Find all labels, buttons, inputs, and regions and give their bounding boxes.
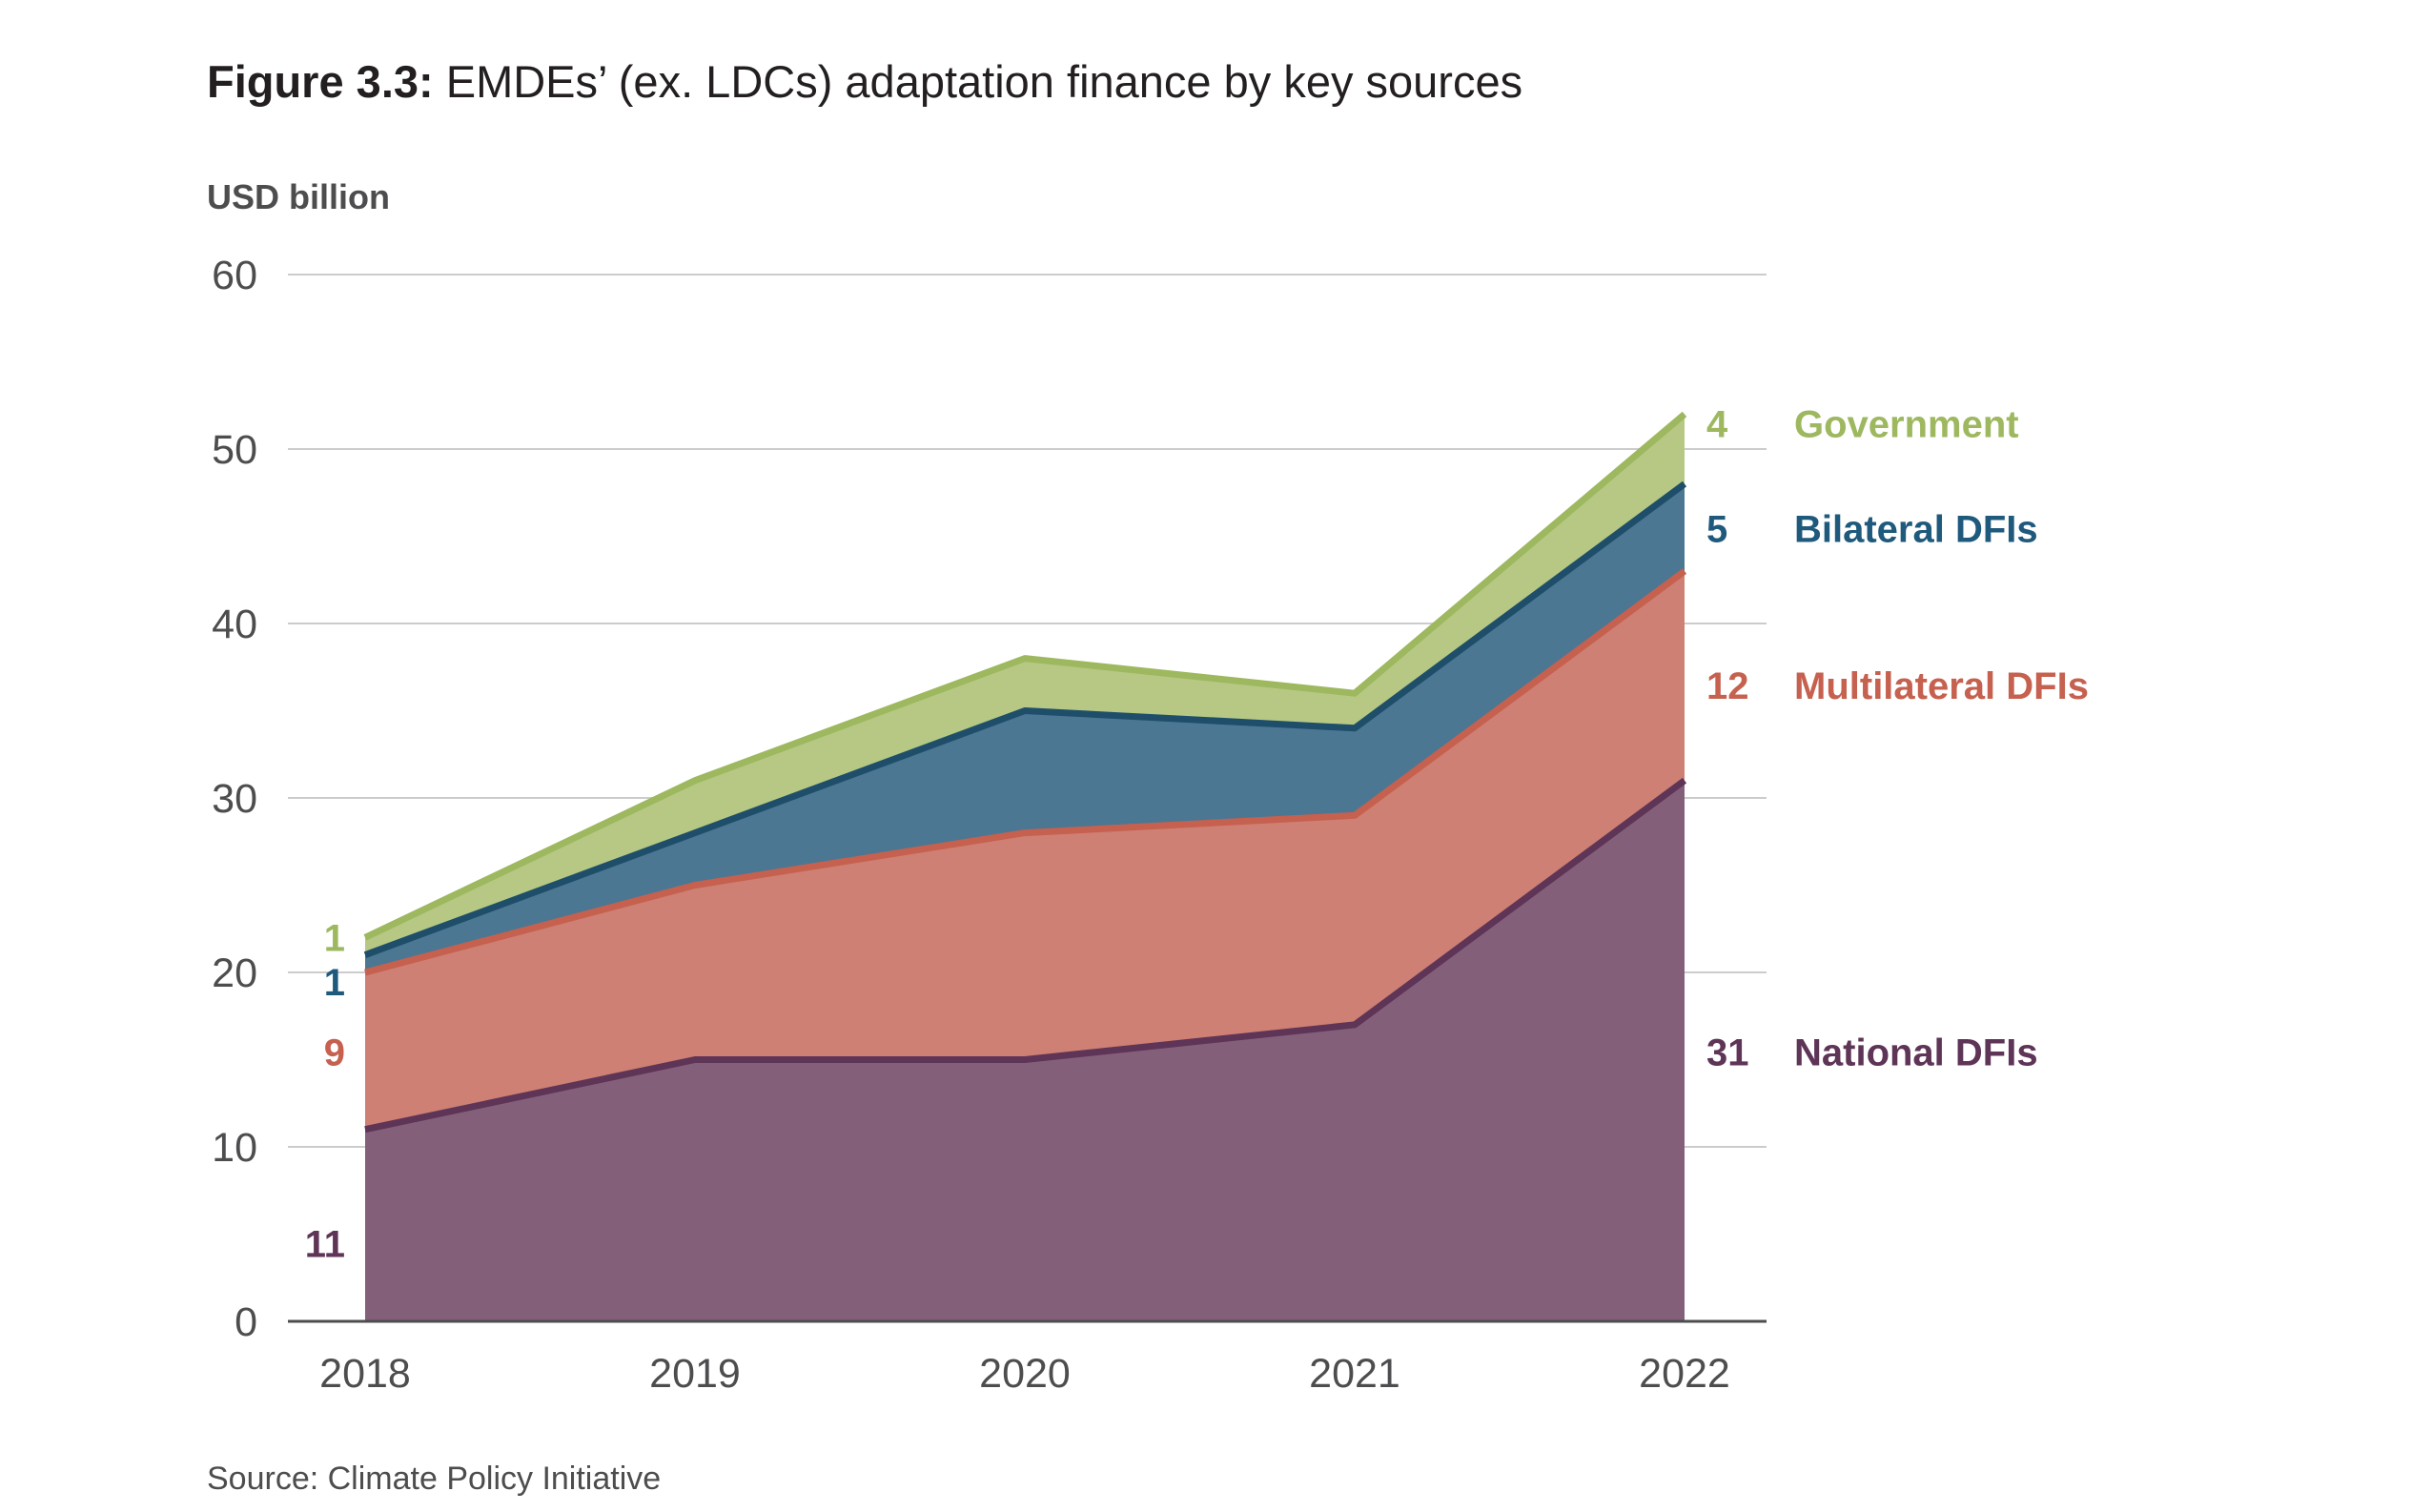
chart-title: Figure 3.3: EMDEs’ (ex. LDCs) adaptation… — [207, 55, 1522, 108]
figure-number: Figure 3.3: — [207, 56, 434, 107]
y-tick-label-10: 10 — [212, 1125, 257, 1171]
end-label-bilateral-dfis: 5 — [1706, 508, 1727, 550]
area-government — [365, 414, 1685, 955]
legend-bilateral-dfis: Bilateral DFIs — [1794, 508, 2038, 550]
y-tick-label-60: 60 — [212, 253, 257, 298]
x-tick-label-2018: 2018 — [319, 1351, 411, 1397]
y-tick-label-0: 0 — [235, 1299, 257, 1345]
data-labels: 11 9 11 31 12 5 4 — [305, 404, 1749, 1266]
end-label-multilateral-dfis: 12 — [1706, 665, 1749, 707]
stacked-areas — [365, 414, 1685, 1321]
series-lines — [363, 411, 1687, 1134]
area-national-dfis — [365, 780, 1685, 1321]
legend-multilateral-dfis: Multilateral DFIs — [1794, 665, 2089, 707]
y-axis-ticks: 0 10 20 30 40 50 60 — [212, 253, 257, 1345]
legend: National DFIs Multilateral DFIs Bilateral … — [1794, 404, 2089, 1074]
x-axis-ticks: 2018 2019 2020 2021 2022 — [319, 1351, 1730, 1397]
area-multilateral-dfis — [365, 571, 1685, 1130]
y-tick-label-40: 40 — [212, 602, 257, 647]
line-national-dfis — [364, 777, 1687, 1134]
source-note: Source: Climate Policy Initiative — [207, 1461, 662, 1497]
x-tick-label-2021: 2021 — [1309, 1351, 1400, 1397]
start-label-multilateral-dfis: 9 — [324, 1032, 345, 1073]
legend-government: Government — [1794, 404, 2019, 446]
line-multilateral-dfis — [364, 568, 1687, 976]
x-tick-label-2019: 2019 — [649, 1351, 741, 1397]
y-tick-label-20: 20 — [212, 950, 257, 996]
figure-title-text: EMDEs’ (ex. LDCs) adaptation finance by … — [433, 56, 1523, 107]
y-tick-label-50: 50 — [212, 427, 257, 473]
end-label-national-dfis: 31 — [1706, 1032, 1749, 1073]
end-label-government: 4 — [1706, 404, 1728, 446]
area-bilateral-dfis — [365, 483, 1685, 973]
start-label-government: 1 — [324, 918, 345, 960]
start-label-national-dfis: 11 — [305, 1224, 345, 1266]
start-label-bilateral-dfis: 1 — [324, 962, 345, 1004]
y-axis-unit-label: USD billion — [207, 177, 390, 216]
x-tick-label-2020: 2020 — [979, 1351, 1071, 1397]
y-tick-label-30: 30 — [212, 776, 257, 822]
line-government — [363, 411, 1687, 941]
line-bilateral-dfis — [363, 480, 1687, 958]
legend-national-dfis: National DFIs — [1794, 1032, 2038, 1073]
x-tick-label-2022: 2022 — [1639, 1351, 1730, 1397]
